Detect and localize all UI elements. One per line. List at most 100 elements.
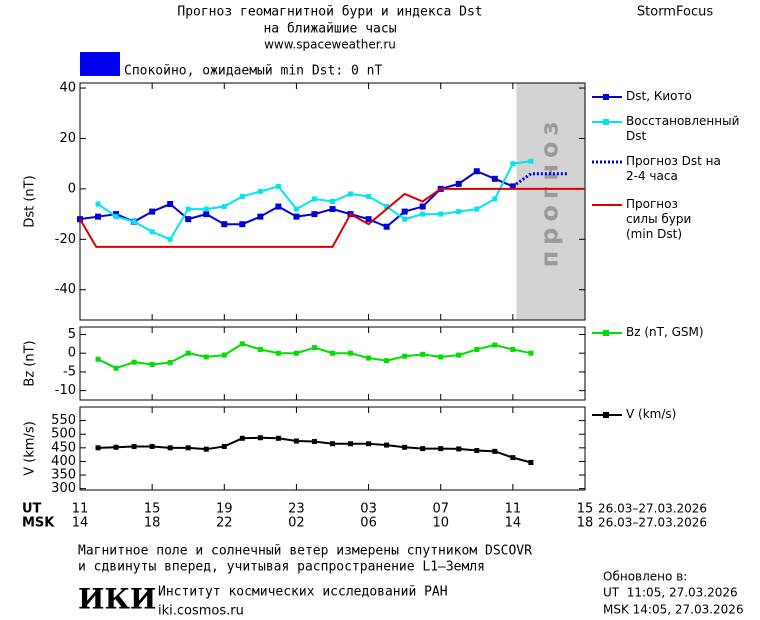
data-point xyxy=(149,229,155,235)
brand: StormFocus xyxy=(637,5,713,20)
data-point xyxy=(95,201,101,207)
legend-label: V (km/s) xyxy=(626,407,677,421)
data-point xyxy=(131,359,137,365)
date-range: 26.03–27.03.2026 xyxy=(598,502,707,516)
updated-label: Обновлено в: xyxy=(603,570,687,584)
data-point xyxy=(275,183,281,189)
x-tick-label: 02 xyxy=(288,516,305,531)
institute-url: iki.cosmos.ru xyxy=(158,604,244,619)
data-point xyxy=(402,216,408,222)
data-point xyxy=(239,193,245,199)
x-tick-label: 18 xyxy=(144,516,161,531)
data-point xyxy=(510,455,516,461)
data-point xyxy=(492,448,498,454)
data-point xyxy=(293,213,300,220)
data-point xyxy=(384,442,390,448)
data-point xyxy=(239,435,245,441)
data-point xyxy=(491,175,498,182)
x-tick-label: 11 xyxy=(505,502,522,517)
y-tick-label: 300 xyxy=(51,481,76,496)
data-point xyxy=(311,211,318,218)
data-point xyxy=(257,346,263,352)
data-point xyxy=(401,208,408,215)
subtitle: на ближайшие часы xyxy=(263,22,396,37)
y-axis-label: Dst (nT) xyxy=(23,175,38,227)
x-tick-label: 03 xyxy=(360,502,377,517)
data-point xyxy=(383,223,390,230)
data-point xyxy=(167,236,173,242)
data-point xyxy=(113,214,119,220)
data-point xyxy=(149,443,155,449)
y-tick-label: 40 xyxy=(59,81,76,96)
x-tick-label: 15 xyxy=(577,502,594,517)
data-point xyxy=(221,204,227,210)
x-axis-label: MSK xyxy=(22,516,55,531)
x-tick-label: 14 xyxy=(72,516,89,531)
data-point xyxy=(528,350,534,356)
legend-label: Bz (nT, GSM) xyxy=(626,325,704,339)
data-point xyxy=(330,350,335,356)
data-point xyxy=(384,204,390,210)
y-axis-label: V (km/s) xyxy=(23,421,38,476)
x-tick-label: 14 xyxy=(505,516,522,531)
legend-label: Восстановленный Dst xyxy=(626,114,740,143)
status-color xyxy=(80,52,120,76)
forecast-region xyxy=(516,83,585,320)
footer-note: Магнитное поле и солнечный ветер измерен… xyxy=(78,544,532,559)
forecast-label: прогноз xyxy=(536,116,564,268)
data-point xyxy=(203,211,210,218)
data-point xyxy=(366,193,372,199)
data-point xyxy=(221,221,228,228)
footer-note: и сдвинуты вперед, учитывая распростране… xyxy=(78,560,485,575)
y-tick-label: 5 xyxy=(68,327,76,342)
x-tick-label: 06 xyxy=(360,516,377,531)
data-point xyxy=(330,441,335,447)
x-tick-label: 19 xyxy=(216,502,233,517)
data-point xyxy=(113,211,120,218)
legend-marker xyxy=(603,119,609,125)
y-tick-label: -40 xyxy=(55,282,76,297)
data-point xyxy=(203,354,209,360)
updated-ut: UT 11:05, 27.03.2026 xyxy=(603,586,738,600)
data-point xyxy=(438,446,444,452)
data-point xyxy=(348,441,354,447)
data-point xyxy=(474,448,480,454)
data-point xyxy=(95,213,102,220)
x-tick-label: 15 xyxy=(144,502,161,517)
legend-label: Dst, Киото xyxy=(626,89,692,103)
series-line xyxy=(79,187,585,248)
data-point xyxy=(239,221,246,228)
data-point xyxy=(420,446,426,452)
data-point xyxy=(492,342,498,348)
data-point xyxy=(113,365,119,371)
series-line xyxy=(511,172,567,188)
data-point xyxy=(293,438,299,444)
y-tick-label: 20 xyxy=(59,131,76,146)
data-point xyxy=(365,216,372,223)
title: Прогноз геомагнитной бури и индекса Dst xyxy=(177,5,482,20)
data-point xyxy=(167,360,173,366)
data-point xyxy=(474,346,480,352)
data-point xyxy=(438,354,444,360)
x-axis-label: UT xyxy=(22,502,42,517)
data-point xyxy=(311,196,317,202)
data-point xyxy=(185,206,191,212)
data-point xyxy=(257,435,263,441)
logo: ИКИ xyxy=(78,583,156,616)
data-point xyxy=(366,355,372,361)
institute: Институт космических исследований РАН xyxy=(158,585,448,600)
data-point xyxy=(131,219,137,225)
data-point xyxy=(149,361,155,367)
data-point xyxy=(257,188,263,194)
y-tick-label: 550 xyxy=(51,413,76,428)
y-tick-label: -5 xyxy=(63,364,76,379)
data-point xyxy=(203,446,209,452)
status-text: Спокойно, ожидаемый min Dst: 0 nT xyxy=(124,64,382,79)
data-point xyxy=(185,350,191,356)
x-tick-label: 11 xyxy=(72,502,89,517)
data-point xyxy=(492,196,498,202)
data-point xyxy=(473,168,480,175)
y-tick-label: 0 xyxy=(68,346,76,361)
